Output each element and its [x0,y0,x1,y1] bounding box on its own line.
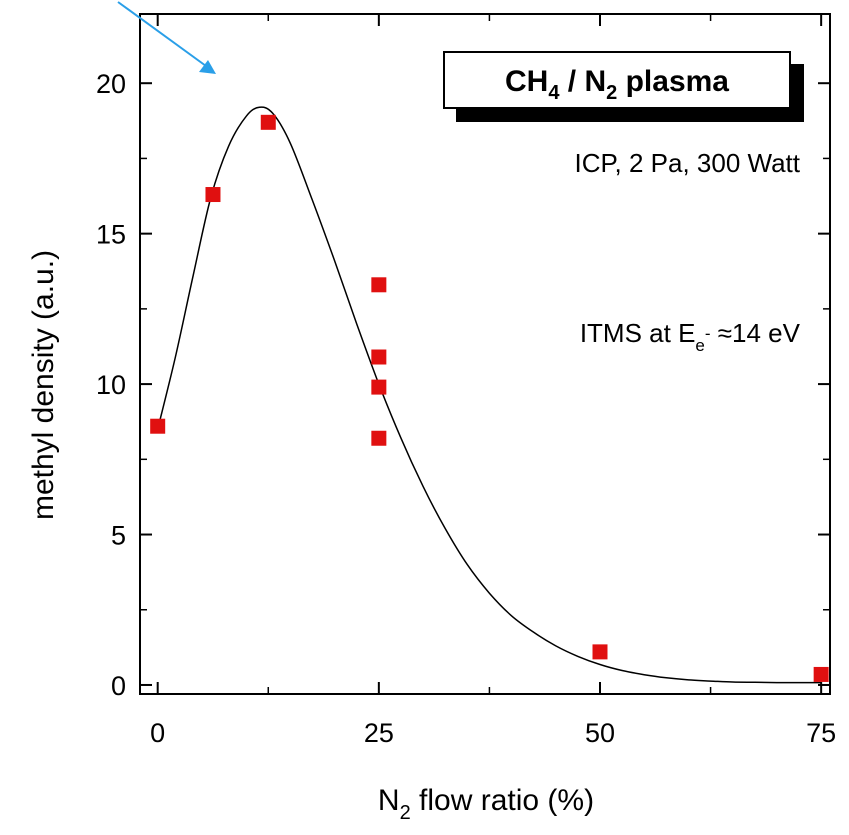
x-tick-label: 25 [364,718,394,748]
data-point [150,418,166,434]
data-points [150,114,829,682]
plasma-title: CH4 / N2 plasma [505,65,729,104]
plot-frame [139,13,831,695]
itms-note: ITMS at Ee- ≈14 eV [580,318,801,355]
axis-ticks [140,14,830,694]
y-tick-label: 5 [111,521,126,551]
data-point [205,187,221,203]
x-tick-label: 0 [150,718,165,748]
plasma-title-box: CH4 / N2 plasma [443,51,804,122]
tick-labels: 0 25 50 75 0 5 10 15 20 [96,69,836,748]
y-tick-label: 0 [111,671,126,701]
data-point [371,349,387,365]
data-point [371,379,387,395]
arrow-pointer [117,1,216,74]
y-axis-label: methyl density (a.u.) [27,250,60,520]
x-tick-label: 50 [585,718,615,748]
x-axis-label: N2 flow ratio (%) [378,784,594,824]
y-tick-label: 10 [96,370,126,400]
data-point [260,114,276,130]
x-tick-label: 75 [806,718,836,748]
fit-curve [156,106,822,684]
data-point [371,430,387,446]
data-point [371,277,387,293]
y-tick-label: 15 [96,220,126,250]
y-tick-label: 20 [96,69,126,99]
data-point [813,666,829,682]
data-point [592,644,608,660]
condition-note: ICP, 2 Pa, 300 Watt [575,148,801,178]
